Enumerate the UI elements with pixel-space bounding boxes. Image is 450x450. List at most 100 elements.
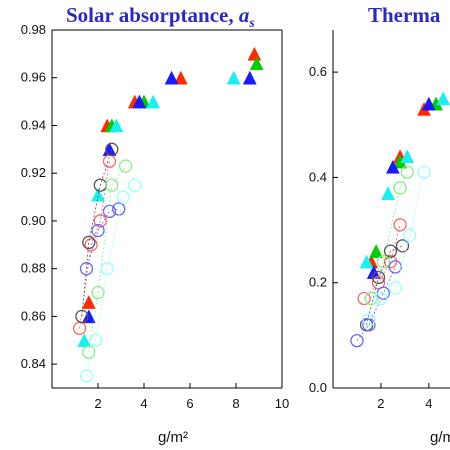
circle-point (102, 154, 117, 168)
circle-point (395, 239, 410, 253)
y-tick-label: 0.98 (21, 22, 46, 37)
x-tick-label: 2 (377, 396, 384, 411)
series (79, 178, 142, 383)
circle-point (82, 235, 96, 250)
triangle-point (109, 118, 124, 133)
y-tick-label: 0.6 (309, 64, 327, 79)
circle-point (128, 178, 142, 192)
circle-point (82, 345, 96, 359)
series (350, 260, 402, 348)
circle-point (75, 309, 89, 324)
triangle-point (173, 70, 188, 85)
circle-point (118, 159, 133, 173)
triangle-point (146, 94, 161, 109)
circle-point (388, 260, 402, 274)
series-line (88, 165, 126, 353)
circle-point (89, 333, 103, 347)
circle-point (362, 312, 376, 327)
series (81, 70, 257, 324)
x-tick-label: 2 (94, 396, 101, 411)
circle-point (350, 333, 364, 348)
circle-point (105, 178, 119, 192)
x-tick-label: 4 (425, 396, 432, 411)
absorptance-panel: Solar absorptance, as 0.84 0.86 0.88 0.90 0.9… (21, 3, 290, 446)
series (75, 142, 119, 324)
circle-point (417, 165, 431, 179)
y-tick-label: 0.2 (309, 275, 327, 290)
chart-title: Solar absorptance, as (66, 3, 255, 31)
triangle-point (381, 186, 396, 200)
series-line (363, 224, 401, 299)
series (362, 165, 431, 327)
x-tick-label: 8 (232, 396, 239, 411)
circle-point (376, 254, 390, 269)
emittance-panel: Therma 0.0 0.2 0.4 0.6 2 4 g/m (309, 3, 450, 446)
triangle-point (226, 70, 241, 85)
triangle-point (91, 187, 105, 202)
circle-point (393, 218, 407, 232)
series-line (368, 172, 425, 320)
circle-point (374, 291, 388, 306)
x-tick-label: 6 (186, 396, 193, 411)
triangle-point (132, 94, 147, 109)
triangle-point (421, 96, 436, 111)
x-axis-label: g/m (430, 429, 450, 446)
circle-point (105, 142, 119, 156)
series (82, 159, 133, 359)
circle-point (91, 223, 105, 238)
circle-point (400, 165, 414, 179)
triangle-point (81, 295, 96, 309)
circle-point (388, 281, 402, 295)
y-tick-label: 0.96 (21, 70, 46, 85)
triangle-point (359, 254, 374, 269)
chart-title-text: Solar absorptance, (66, 3, 239, 27)
circle-point (112, 202, 126, 216)
circle-point (364, 291, 378, 306)
circle-point (91, 285, 105, 300)
series-line (370, 171, 408, 299)
chart-title-symbol: a (239, 3, 250, 27)
circle-point (357, 291, 371, 306)
triangle-point (247, 46, 262, 61)
triangle-point (242, 70, 257, 85)
y-tick-label: 0.90 (21, 213, 46, 228)
series (81, 46, 262, 309)
series (359, 91, 450, 269)
circle-point (371, 270, 386, 285)
series-line (79, 161, 110, 329)
triangle-point (385, 159, 400, 174)
series (79, 202, 126, 276)
x-tick-label: 10 (275, 396, 289, 411)
triangle-point (164, 70, 179, 85)
series-line (356, 266, 396, 341)
y-tick-label: 0.86 (21, 308, 46, 323)
x-axis-label: g/m² (158, 429, 188, 446)
triangle-point (369, 244, 384, 258)
y-tick-label: 0.94 (21, 117, 46, 132)
x-tick-label: 4 (140, 396, 147, 411)
triangle-point (436, 91, 450, 106)
triangle-point (400, 149, 415, 164)
triangle-point (102, 142, 117, 157)
y-tick-label: 0.92 (21, 165, 46, 180)
circle-point (84, 238, 98, 252)
circle-point (100, 262, 114, 276)
y-tick-label: 0.88 (21, 261, 46, 276)
circle-point (403, 228, 417, 242)
series (366, 96, 436, 279)
series-line (86, 184, 136, 377)
circle-point (79, 262, 94, 276)
chart-title: Therma (368, 3, 441, 27)
circle-point (393, 181, 407, 195)
triangle-point (249, 56, 264, 71)
circle-point (383, 244, 398, 258)
circle-point (79, 369, 94, 383)
series (104, 56, 264, 133)
y-tick-label: 0.0 (309, 380, 327, 395)
chart-title-subscript: s (248, 16, 255, 31)
series (364, 165, 414, 306)
chart-title-text: Therma (368, 3, 441, 27)
series (77, 70, 241, 348)
y-tick-label: 0.4 (309, 169, 327, 184)
